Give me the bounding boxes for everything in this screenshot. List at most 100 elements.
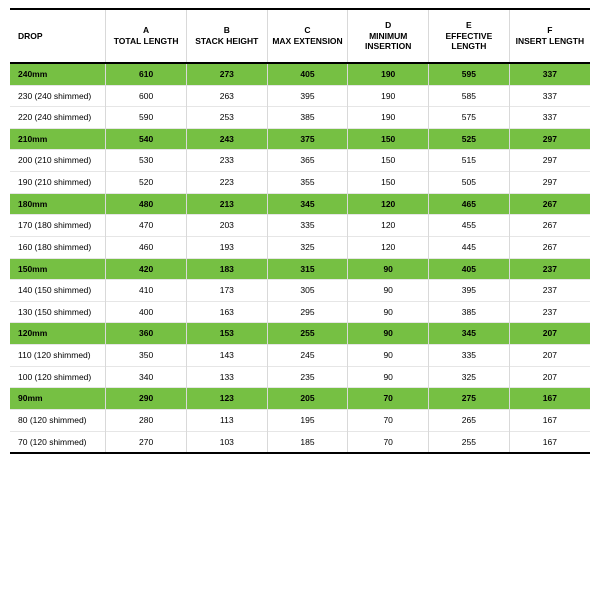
value-cell: 395 — [267, 85, 348, 107]
value-cell: 150 — [348, 172, 429, 194]
col-header-code: E — [466, 20, 472, 30]
table-row: 80 (120 shimmed)28011319570265167 — [10, 409, 590, 431]
value-cell: 270 — [106, 431, 187, 453]
col-header-code: B — [224, 25, 230, 35]
value-cell: 203 — [186, 215, 267, 237]
drop-cell: 210mm — [10, 128, 106, 150]
value-cell: 400 — [106, 301, 187, 323]
value-cell: 460 — [106, 236, 187, 258]
col-header-code: A — [143, 25, 149, 35]
col-header-label: STACK HEIGHT — [195, 36, 258, 46]
col-header-label: MAX EXTENSION — [272, 36, 342, 46]
table-row: 140 (150 shimmed)41017330590395237 — [10, 280, 590, 302]
value-cell: 365 — [267, 150, 348, 172]
table-row: 160 (180 shimmed)460193325120445267 — [10, 236, 590, 258]
value-cell: 610 — [106, 63, 187, 85]
value-cell: 205 — [267, 388, 348, 410]
table-row: 130 (150 shimmed)40016329590385237 — [10, 301, 590, 323]
table-body: 240mm610273405190595337230 (240 shimmed)… — [10, 63, 590, 453]
col-header-label: TOTAL LENGTH — [114, 36, 179, 46]
value-cell: 410 — [106, 280, 187, 302]
col-header-label: MINIMUM INSERTION — [365, 31, 411, 52]
value-cell: 223 — [186, 172, 267, 194]
value-cell: 337 — [509, 85, 590, 107]
value-cell: 113 — [186, 409, 267, 431]
value-cell: 273 — [186, 63, 267, 85]
value-cell: 405 — [429, 258, 510, 280]
value-cell: 385 — [429, 301, 510, 323]
value-cell: 575 — [429, 107, 510, 129]
value-cell: 275 — [429, 388, 510, 410]
value-cell: 345 — [267, 193, 348, 215]
drop-cell: 240mm — [10, 63, 106, 85]
value-cell: 120 — [348, 193, 429, 215]
col-header-0: DROP — [10, 9, 106, 63]
drop-cell: 80 (120 shimmed) — [10, 409, 106, 431]
drop-cell: 160 (180 shimmed) — [10, 236, 106, 258]
value-cell: 195 — [267, 409, 348, 431]
drop-cell: 220 (240 shimmed) — [10, 107, 106, 129]
table-row: 120mm36015325590345207 — [10, 323, 590, 345]
drop-cell: 100 (120 shimmed) — [10, 366, 106, 388]
value-cell: 190 — [348, 63, 429, 85]
drop-cell: 130 (150 shimmed) — [10, 301, 106, 323]
col-header-label: INSERT LENGTH — [516, 36, 584, 46]
table-container: DROP ATOTAL LENGTH BSTACK HEIGHT CMAX EXTEN… — [0, 0, 600, 462]
value-cell: 173 — [186, 280, 267, 302]
value-cell: 337 — [509, 63, 590, 85]
table-row: 240mm610273405190595337 — [10, 63, 590, 85]
col-header-code: C — [304, 25, 310, 35]
table-row: 210mm540243375150525297 — [10, 128, 590, 150]
value-cell: 540 — [106, 128, 187, 150]
value-cell: 297 — [509, 172, 590, 194]
value-cell: 90 — [348, 366, 429, 388]
value-cell: 255 — [267, 323, 348, 345]
col-header-6: FINSERT LENGTH — [509, 9, 590, 63]
value-cell: 163 — [186, 301, 267, 323]
drop-cell: 140 (150 shimmed) — [10, 280, 106, 302]
drop-cell: 150mm — [10, 258, 106, 280]
value-cell: 193 — [186, 236, 267, 258]
value-cell: 505 — [429, 172, 510, 194]
value-cell: 237 — [509, 258, 590, 280]
value-cell: 167 — [509, 431, 590, 453]
value-cell: 385 — [267, 107, 348, 129]
value-cell: 267 — [509, 193, 590, 215]
value-cell: 445 — [429, 236, 510, 258]
value-cell: 90 — [348, 280, 429, 302]
value-cell: 297 — [509, 150, 590, 172]
value-cell: 305 — [267, 280, 348, 302]
value-cell: 290 — [106, 388, 187, 410]
table-row: 110 (120 shimmed)35014324590335207 — [10, 345, 590, 367]
value-cell: 253 — [186, 107, 267, 129]
value-cell: 185 — [267, 431, 348, 453]
value-cell: 237 — [509, 301, 590, 323]
value-cell: 167 — [509, 409, 590, 431]
value-cell: 123 — [186, 388, 267, 410]
drop-cell: 70 (120 shimmed) — [10, 431, 106, 453]
value-cell: 237 — [509, 280, 590, 302]
table-row: 150mm42018331590405237 — [10, 258, 590, 280]
value-cell: 70 — [348, 431, 429, 453]
value-cell: 90 — [348, 301, 429, 323]
value-cell: 267 — [509, 215, 590, 237]
value-cell: 455 — [429, 215, 510, 237]
table-header: DROP ATOTAL LENGTH BSTACK HEIGHT CMAX EXTEN… — [10, 9, 590, 63]
table-row: 230 (240 shimmed)600263395190585337 — [10, 85, 590, 107]
value-cell: 150 — [348, 128, 429, 150]
value-cell: 267 — [509, 236, 590, 258]
value-cell: 213 — [186, 193, 267, 215]
table-row: 100 (120 shimmed)34013323590325207 — [10, 366, 590, 388]
table-row: 200 (210 shimmed)530233365150515297 — [10, 150, 590, 172]
value-cell: 70 — [348, 388, 429, 410]
value-cell: 245 — [267, 345, 348, 367]
value-cell: 465 — [429, 193, 510, 215]
value-cell: 265 — [429, 409, 510, 431]
value-cell: 207 — [509, 323, 590, 345]
value-cell: 90 — [348, 258, 429, 280]
drop-cell: 170 (180 shimmed) — [10, 215, 106, 237]
value-cell: 295 — [267, 301, 348, 323]
value-cell: 235 — [267, 366, 348, 388]
table-row: 190 (210 shimmed)520223355150505297 — [10, 172, 590, 194]
value-cell: 590 — [106, 107, 187, 129]
